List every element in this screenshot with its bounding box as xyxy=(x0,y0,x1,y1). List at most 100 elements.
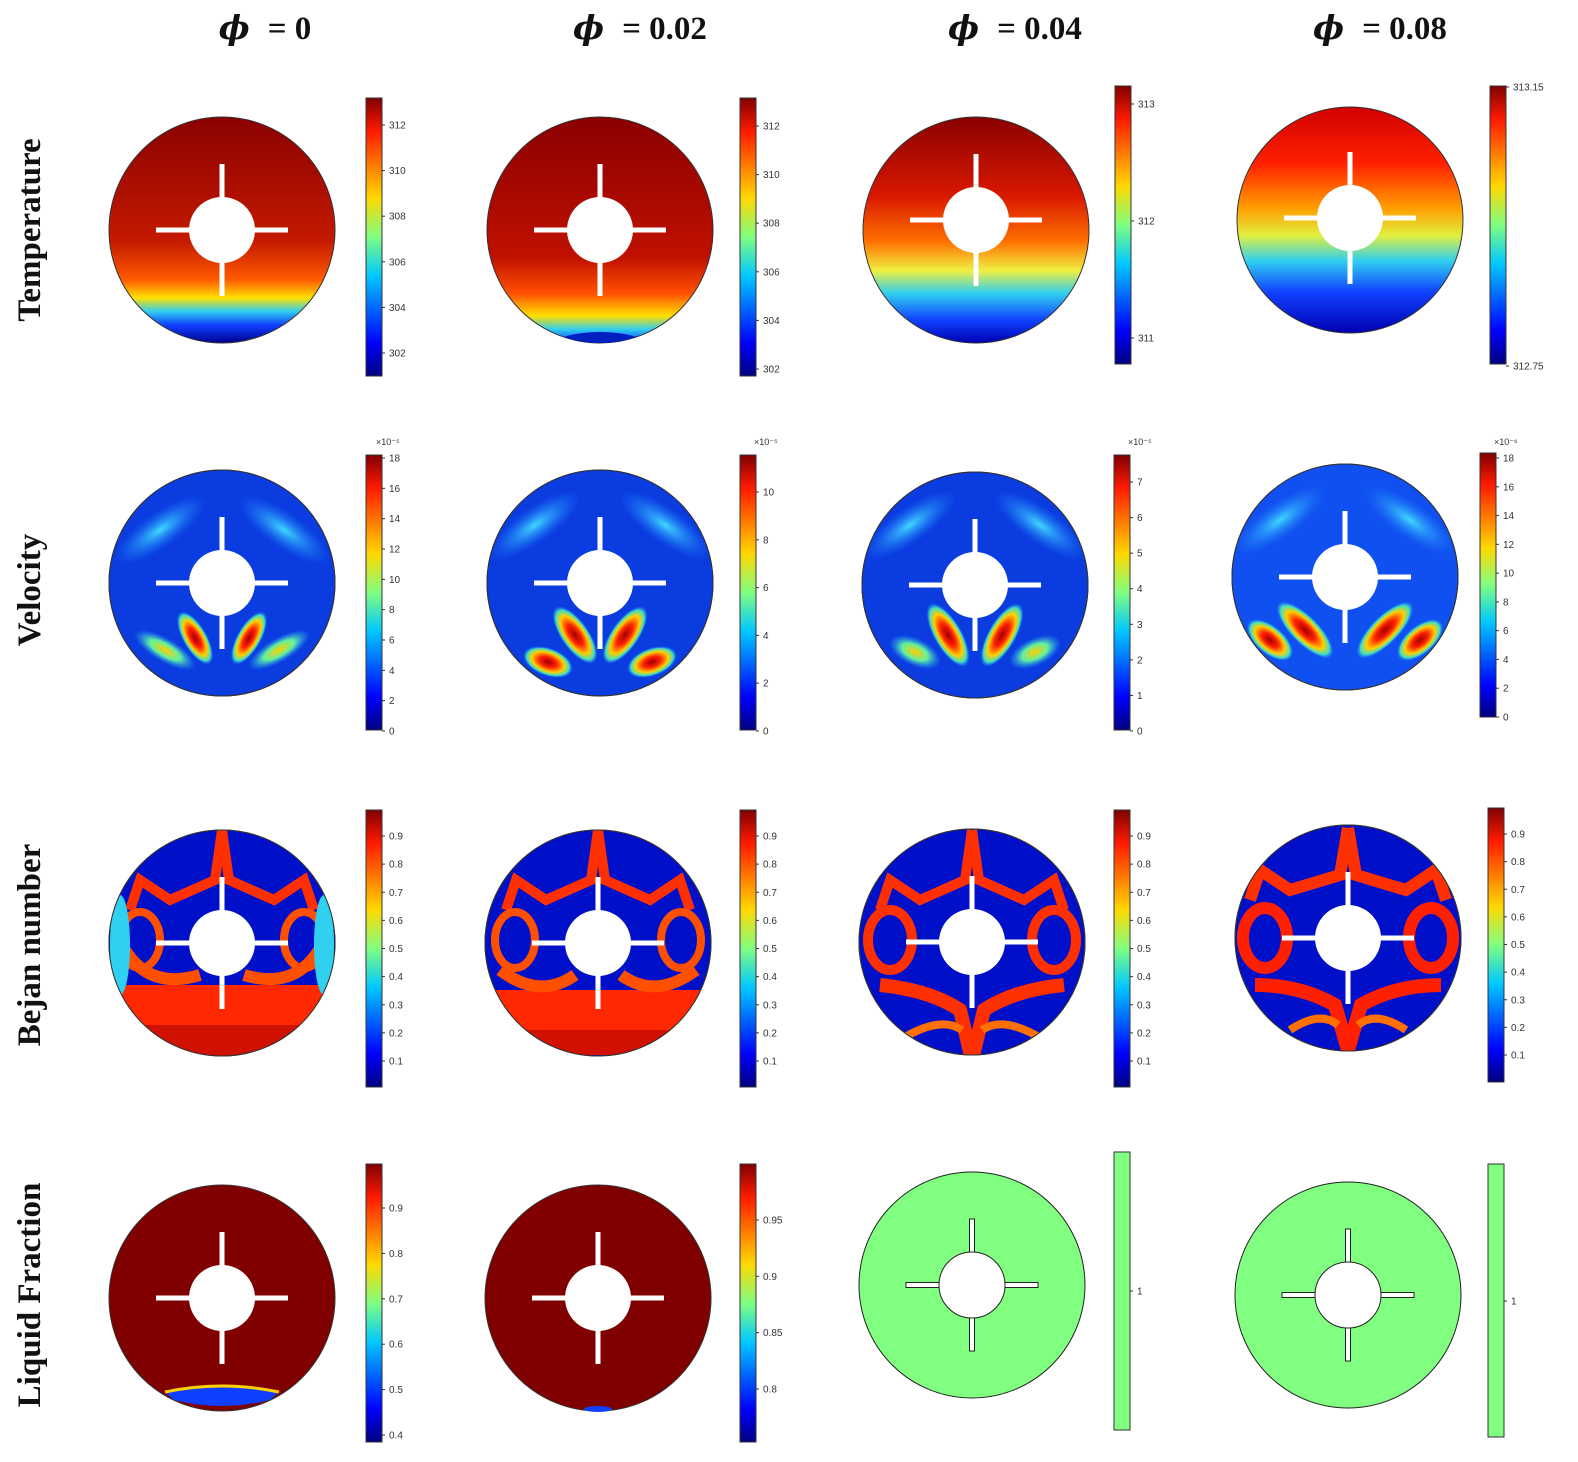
colorbar-tick-label: 18 xyxy=(389,454,401,465)
tube-fins-12 xyxy=(156,1232,288,1364)
colorbar-tick-label: 0.6 xyxy=(389,1340,403,1351)
tube-fins-7 xyxy=(1279,511,1411,643)
colorbar-tick-label: 0.8 xyxy=(1137,860,1151,871)
inner-tube xyxy=(189,550,255,616)
inner-tube xyxy=(565,910,631,976)
inner-tube xyxy=(189,197,255,263)
colorbar-tick-label: 0.2 xyxy=(1511,1023,1525,1034)
colorbar-tick-label: 4 xyxy=(1503,655,1509,666)
liquid-colorbar-0: 0.9 0.8 0.7 0.6 0.5 0.4 xyxy=(365,1163,403,1443)
colorbar-tick-label: 0.2 xyxy=(1137,1028,1151,1039)
colorbar-tick-label: 0.7 xyxy=(1511,885,1525,896)
tube-fins-14 xyxy=(905,1218,1039,1352)
colorbar-tick-label: 0.4 xyxy=(389,1431,403,1442)
colorbar-scale xyxy=(1113,454,1131,731)
colorbar-tick-label: 0.85 xyxy=(763,1328,783,1339)
colorbar-tick-label: 0.5 xyxy=(1137,944,1151,955)
colorbar-tick-label: 308 xyxy=(389,212,406,223)
velocity-colorbar-2: 7 6 5 4 3 2 1 0 ×10⁻⁵ xyxy=(1113,437,1152,738)
colorbar-tick-label: 304 xyxy=(389,303,406,314)
colorbars-layer: 3123103083063043023123103083063043023133… xyxy=(365,83,1544,1443)
column-header-phi-002: ϕ = 0.02 xyxy=(573,8,707,47)
colorbar-tick-label: 4 xyxy=(389,666,395,677)
colorbar-tick-label: 14 xyxy=(389,514,401,525)
tube-fins-0 xyxy=(156,164,288,296)
colorbar-scale xyxy=(365,809,383,1088)
bejan-colorbar-0: 0.9 0.8 0.7 0.6 0.5 0.4 0.3 0.2 0.1 xyxy=(365,809,403,1088)
temperature-colorbar-0: 312 310 308 306 304 302 xyxy=(365,97,406,377)
colorbar-scale xyxy=(365,454,383,731)
column-header-phi-004: ϕ = 0.04 xyxy=(948,8,1082,47)
inner-tube xyxy=(567,550,633,616)
colorbar-tick-label: 0.9 xyxy=(1137,832,1151,843)
colorbar-tick-label: 0.3 xyxy=(389,1000,403,1011)
colorbar-tick-label: 1 xyxy=(1511,1297,1517,1308)
colorbar-tick-label: 0.7 xyxy=(389,1294,403,1305)
inner-tube xyxy=(938,1251,1006,1319)
colorbar-tick-label: 310 xyxy=(389,166,406,177)
colorbar-tick-label: 313 xyxy=(1138,100,1155,111)
tube-fins-15 xyxy=(1281,1228,1415,1362)
colorbar-tick-label: 0.8 xyxy=(389,860,403,871)
colorbar-tick-label: 306 xyxy=(389,257,406,268)
colorbar-tick-label: 0.1 xyxy=(1511,1051,1525,1062)
inner-tube xyxy=(189,910,255,976)
colorbar-tick-label: 312.75 xyxy=(1513,362,1544,373)
colorbar-tick-label: 6 xyxy=(389,636,395,647)
colorbar-tick-label: 0.3 xyxy=(763,1000,777,1011)
colorbar-tick-label: 311 xyxy=(1138,334,1154,345)
colorbar-tick-label: 312 xyxy=(1138,217,1155,228)
colorbar-tick-label: 16 xyxy=(389,484,401,495)
colorbar-tick-label: 0.4 xyxy=(1137,972,1151,983)
colorbar-scale xyxy=(739,809,757,1088)
inner-tube xyxy=(942,552,1008,618)
colorbar-tick-label: 0.3 xyxy=(1511,995,1525,1006)
colorbar-tick-label: 310 xyxy=(763,170,780,181)
inner-tube xyxy=(1312,544,1378,610)
colorbar-tick-label: 0.5 xyxy=(763,944,777,955)
colorbar-tick-label: 0.7 xyxy=(1137,888,1151,899)
colorbar-tick-label: 0.6 xyxy=(1511,912,1525,923)
tube-fins-3 xyxy=(1284,152,1416,284)
liquid-colorbar-3: 1 xyxy=(1487,1163,1517,1438)
colorbar-tick-label: 2 xyxy=(763,679,769,690)
colorbar-exponent: ×10⁻⁵ xyxy=(754,437,778,447)
bejan-colorbar-3: 0.9 0.8 0.7 0.6 0.5 0.4 0.3 0.2 0.1 xyxy=(1487,807,1525,1083)
colorbar-tick-label: 306 xyxy=(763,267,780,278)
colorbar-tick-label: 0.4 xyxy=(389,972,403,983)
velocity-colorbar-0: 18 16 14 12 10 8 6 4 2 0 ×10⁻⁵ xyxy=(365,437,401,738)
colorbar-tick-label: 0.6 xyxy=(389,916,403,927)
temperature-colorbar-1: 312 310 308 306 304 302 xyxy=(739,97,780,377)
colorbar-tick-label: 6 xyxy=(1503,626,1509,637)
colorbar-scale xyxy=(1487,1163,1505,1438)
colorbar-tick-label: 0.1 xyxy=(763,1057,777,1068)
colorbar-tick-label: 6 xyxy=(763,583,769,594)
colorbar-tick-label: 0.1 xyxy=(1137,1057,1151,1068)
bejan-colorbar-1: 0.9 0.8 0.7 0.6 0.5 0.4 0.3 0.2 0.1 xyxy=(739,809,777,1088)
colorbar-scale xyxy=(365,1163,383,1443)
colorbar-tick-label: 10 xyxy=(1503,569,1515,580)
colorbar-tick-label: 313.15 xyxy=(1513,83,1544,94)
colorbar-tick-label: 14 xyxy=(1503,511,1515,522)
colorbar-tick-label: 302 xyxy=(389,349,406,360)
liquid-colorbar-1: 0.95 0.9 0.85 0.8 xyxy=(739,1163,783,1443)
colorbar-scale xyxy=(1487,807,1505,1083)
colorbar-exponent: ×10⁻⁶ xyxy=(1494,437,1518,447)
colorbar-tick-label: 0.7 xyxy=(389,888,403,899)
tube-fins-13 xyxy=(532,1232,664,1364)
colorbar-tick-label: 0.8 xyxy=(1511,857,1525,868)
temperature-colorbar-2: 313 312 311 xyxy=(1114,85,1155,365)
colorbar-tick-label: 0.9 xyxy=(389,1204,403,1215)
colorbar-tick-label: 0.3 xyxy=(1137,1000,1151,1011)
colorbar-scale xyxy=(739,1163,757,1443)
colorbar-tick-label: 8 xyxy=(763,535,769,546)
tube-fins-11 xyxy=(1282,872,1414,1004)
tube-fins-4 xyxy=(156,517,288,649)
colorbar-scale xyxy=(1113,1151,1131,1431)
colorbar-scale xyxy=(1113,809,1131,1088)
colorbar-scale xyxy=(1479,452,1497,718)
colorbar-exponent: ×10⁻⁵ xyxy=(1128,437,1152,447)
inner-tube xyxy=(1314,1261,1382,1329)
colorbar-tick-label: 2 xyxy=(389,696,395,707)
